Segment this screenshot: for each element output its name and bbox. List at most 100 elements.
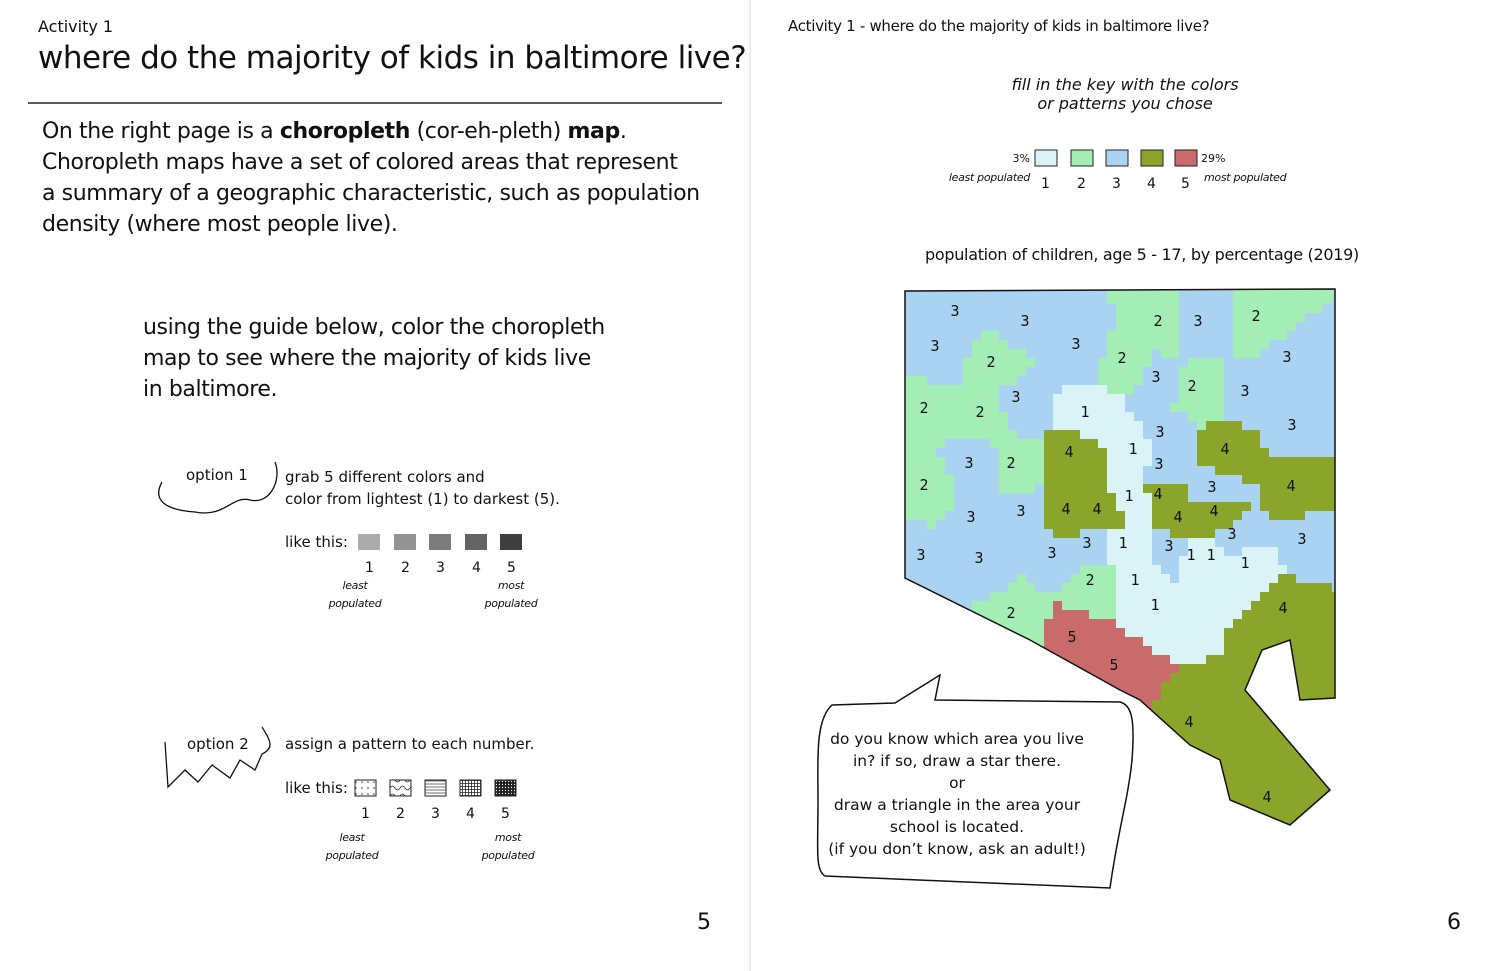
map-region: [1224, 583, 1234, 593]
map-region: [1278, 799, 1288, 809]
map-region: [1296, 583, 1306, 593]
map-region: [905, 331, 910, 341]
map-region: [999, 502, 1009, 512]
map-region: [1026, 547, 1036, 557]
map-region: [954, 466, 964, 476]
map-region: [990, 475, 1000, 485]
map-region: [1251, 682, 1261, 692]
map-region: [1143, 763, 1153, 773]
map-region: [1035, 529, 1045, 539]
region-label: 5: [1109, 656, 1118, 674]
map-region: [1026, 556, 1036, 566]
map-region: [1296, 484, 1306, 494]
map-region: [1197, 529, 1207, 539]
map-region: [999, 619, 1009, 629]
map-region: [945, 610, 955, 620]
map-region: [936, 484, 946, 494]
map-region: [1170, 655, 1180, 665]
bubble-line: do you know which area you live: [830, 730, 1084, 748]
option-text: assign a pattern to each number.: [285, 735, 535, 753]
map-region: [963, 691, 973, 701]
map-region: [1305, 745, 1315, 755]
map-region: [1017, 592, 1027, 602]
map-region: [1170, 439, 1180, 449]
region-label: 1: [1130, 571, 1139, 589]
map-region: [945, 403, 955, 413]
map-region: [1062, 322, 1072, 332]
map-region: [990, 538, 1000, 548]
map-region: [1089, 421, 1099, 431]
map-region: [1233, 376, 1243, 386]
map-region: [1134, 502, 1144, 512]
map-region: [1134, 763, 1144, 773]
map-region: [1224, 349, 1234, 359]
map-region: [1242, 745, 1252, 755]
map-region: [1242, 592, 1252, 602]
map-region: [909, 628, 919, 638]
map-region: [1161, 493, 1171, 503]
map-region: [1224, 556, 1234, 566]
key-number: 1: [1041, 176, 1050, 192]
map-region: [1224, 367, 1234, 377]
map-region: [1071, 538, 1081, 548]
map-region: [1170, 289, 1180, 296]
map-region: [1089, 358, 1099, 368]
map-region: [1233, 781, 1243, 791]
map-region: [1017, 511, 1027, 521]
map-region: [1260, 457, 1270, 467]
map-region: [1278, 718, 1288, 728]
map-region: [999, 322, 1009, 332]
map-region: [1206, 385, 1216, 395]
map-region: [1134, 493, 1144, 503]
map-region: [1161, 394, 1171, 404]
map-region: [1143, 664, 1153, 674]
map-region: [1296, 637, 1306, 647]
map-region: [1179, 313, 1189, 323]
map-region: [981, 394, 991, 404]
map-region: [1170, 475, 1180, 485]
map-region: [1206, 619, 1216, 629]
map-region: [981, 664, 991, 674]
map-region: [1188, 367, 1198, 377]
map-region: [1161, 655, 1171, 665]
map-region: [1053, 403, 1063, 413]
map-region: [1296, 502, 1306, 512]
map-region: [1188, 304, 1198, 314]
map-region: [1161, 574, 1171, 584]
map-region: [1251, 502, 1261, 512]
map-region: [1170, 817, 1180, 825]
map-region: [1260, 808, 1270, 818]
map-region: [963, 664, 973, 674]
map-region: [954, 565, 964, 575]
map-region: [972, 520, 982, 530]
map-region: [990, 574, 1000, 584]
map-region: [1188, 475, 1198, 485]
map-region: [1314, 745, 1324, 755]
map-region: [1080, 457, 1090, 467]
map-region: [1089, 511, 1099, 521]
intro-line: a summary of a geographic characteristic…: [42, 181, 700, 206]
map-region: [981, 304, 991, 314]
map-region: [981, 628, 991, 638]
map-region: [981, 682, 991, 692]
map-region: [1062, 295, 1072, 305]
map-region: [1278, 736, 1288, 746]
map-region: [1053, 682, 1063, 692]
region-label: 4: [1220, 440, 1229, 458]
map-region: [936, 628, 946, 638]
map-region: [909, 673, 919, 683]
map-region: [1071, 349, 1081, 359]
map-region: [945, 457, 955, 467]
map-region: [1278, 403, 1288, 413]
map-region: [1188, 736, 1198, 746]
map-region: [1233, 808, 1243, 818]
map-region: [1206, 403, 1216, 413]
map-region: [945, 511, 955, 521]
map-region: [1278, 619, 1288, 629]
map-region: [1197, 610, 1207, 620]
map-region: [1107, 529, 1117, 539]
map-region: [1170, 457, 1180, 467]
option1-bubble: [158, 461, 278, 514]
map-region: [999, 421, 1009, 431]
map-region: [1305, 673, 1315, 683]
